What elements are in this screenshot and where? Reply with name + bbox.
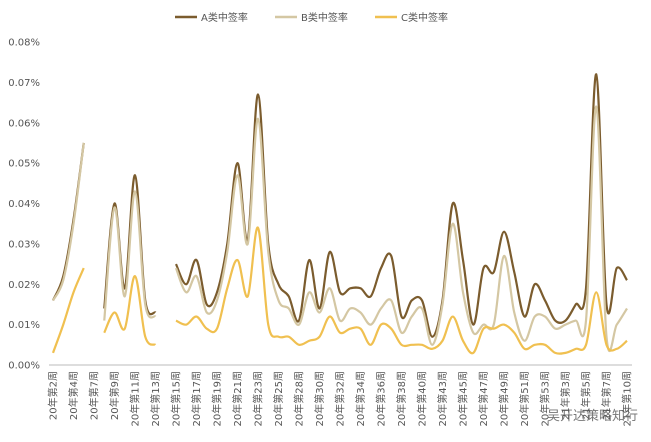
x-tick-label: 20年第21周 [231,371,244,426]
x-tick-label: 21年第3周 [559,371,572,420]
x-tick-label: 21年第10周 [621,371,634,426]
line [51,226,628,355]
x-tick-label: 20年第28周 [293,371,306,426]
x-tick-label: 20年第30周 [313,371,326,426]
x-tick-label: 20年第19周 [211,371,224,426]
x-tick-label: 20年第51周 [518,371,531,426]
line [52,105,628,353]
y-tick-label: 0.02% [8,280,40,291]
y-tick-label: 0.08% [8,38,40,49]
y-tick-label: 0.03% [8,239,40,250]
x-tick-label: 20年第4周 [67,371,80,420]
x-tick-label: 20年第32周 [334,371,347,426]
x-tick-label: 20年第23周 [252,371,265,426]
x-tick-label: 20年第11周 [129,371,142,426]
x-tick-label: 20年第13周 [149,371,162,426]
x-tick-label: 20年第40周 [416,371,429,426]
x-tick-label: 20年第15周 [170,371,183,426]
y-tick-label: 0.06% [8,118,40,129]
x-tick-label: 20年第2周 [47,371,60,420]
x-tick-label: 20年第17周 [190,371,203,426]
x-tick-label: 21年第7周 [600,371,613,420]
x-tick-label: 20年第49周 [498,371,511,426]
y-tick-label: 0.00% [8,361,40,372]
x-tick-label: 20年第34周 [354,371,367,426]
y-tick-label: 0.05% [8,159,40,170]
x-tick-label: 20年第38周 [395,371,408,426]
x-tick-label: 21年第5周 [580,371,593,420]
x-tick-label: 20年第7周 [88,371,101,420]
x-tick-label: 20年第9周 [108,371,121,420]
x-tick-label: 20年第47周 [477,371,490,426]
watermark: 吴开达策略知行 [547,408,638,424]
x-tick-label: 20年第53周 [539,371,552,426]
x-tick-label: 20年第45周 [457,371,470,426]
x-tick-label: 20年第25周 [272,371,285,426]
legend-label: C类中签率 [401,11,448,24]
x-tick-label: 20年第43周 [436,371,449,426]
y-tick-label: 0.04% [8,199,40,210]
legend-label: A类中签率 [201,11,248,24]
x-tick-label: 20年第36周 [375,371,388,426]
y-tick-label: 0.07% [8,78,40,89]
legend-label: B类中签率 [301,11,348,24]
y-tick-label: 0.01% [8,320,40,331]
